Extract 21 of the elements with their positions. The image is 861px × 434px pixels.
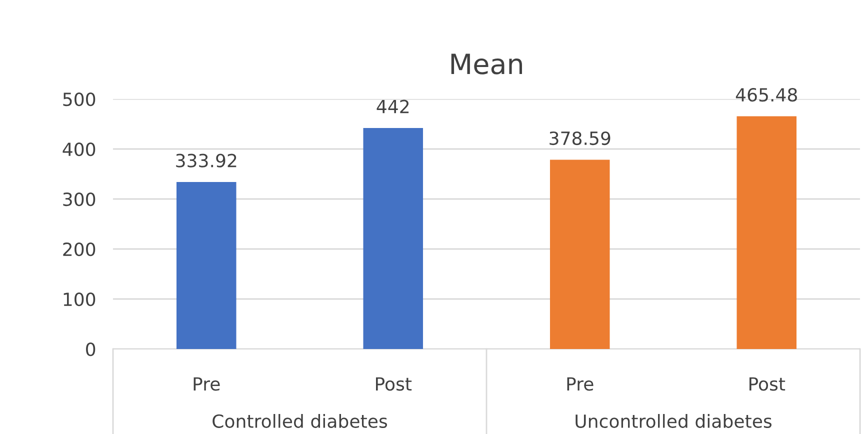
text: Controlled diabetes xyxy=(212,414,388,428)
y-tick-label: 300 xyxy=(63,192,96,206)
y-tick-label: 500 xyxy=(63,92,96,106)
x-tick-label: Post xyxy=(750,377,786,391)
data-label: 465.48 xyxy=(736,88,797,102)
y-tick-label: 100 xyxy=(64,292,96,306)
y-tick-label: 0 xyxy=(86,342,96,356)
x-tick-label: Pre xyxy=(194,377,220,391)
x-tick-label: Post xyxy=(376,377,412,391)
bar xyxy=(363,128,424,349)
bar xyxy=(176,182,236,349)
y-tick-label: 200 xyxy=(63,242,96,256)
bar xyxy=(550,160,610,349)
x-tick-label: Pre xyxy=(567,377,594,391)
bar xyxy=(736,116,797,349)
data-label: 333.92 xyxy=(176,154,236,168)
data-label: 442 xyxy=(376,100,409,114)
data-label: 378.59 xyxy=(550,131,610,146)
chart-title: Mean xyxy=(451,54,522,74)
y-tick-label: 400 xyxy=(62,142,96,156)
text: Uncontrolled diabetes xyxy=(576,414,772,428)
